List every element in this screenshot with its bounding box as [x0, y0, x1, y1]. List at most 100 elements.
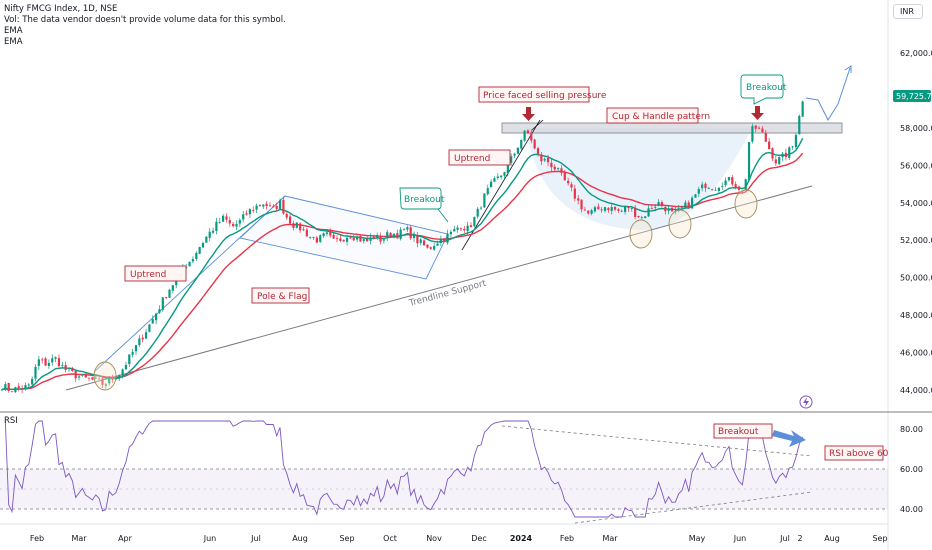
candle — [315, 235, 318, 243]
candle — [309, 236, 312, 240]
candle — [376, 232, 379, 241]
candle — [406, 225, 409, 233]
indicator-ema-1[interactable]: EMA — [4, 26, 23, 36]
candle — [737, 185, 741, 194]
candle — [788, 146, 791, 161]
selling-pressure-arrow — [522, 107, 535, 121]
svg-text:Breakout: Breakout — [404, 195, 445, 205]
candle — [345, 234, 349, 246]
candle — [61, 361, 64, 369]
candle — [697, 186, 700, 198]
candle — [483, 193, 486, 209]
candle — [794, 133, 798, 150]
rsi-axis[interactable]: 80.00 60.00 40.00 — [900, 425, 923, 514]
rsi-annotation-breakout: Breakout — [713, 423, 773, 439]
candle — [781, 151, 784, 162]
candle — [389, 231, 392, 238]
candle — [161, 297, 164, 312]
candle — [573, 184, 576, 202]
candle — [386, 229, 389, 242]
candle — [479, 205, 483, 210]
candle — [148, 323, 151, 333]
candle — [500, 175, 503, 180]
time-tick-label: Feb — [30, 534, 44, 543]
candle — [577, 194, 580, 205]
candle — [319, 234, 322, 244]
candle — [335, 235, 339, 243]
svg-text:Uptrend: Uptrend — [130, 270, 166, 280]
time-tick-label: Dec — [471, 534, 486, 543]
candle — [650, 205, 653, 210]
svg-text:Cup & Handle pattern: Cup & Handle pattern — [612, 112, 710, 122]
candle — [238, 218, 241, 228]
candle — [540, 152, 543, 165]
time-tick-label: Oct — [383, 534, 397, 543]
candle — [449, 229, 452, 238]
time-tick-label: Sep — [339, 534, 354, 543]
candle — [37, 355, 40, 370]
candle — [597, 203, 600, 210]
candle — [108, 375, 111, 386]
candle — [684, 200, 687, 209]
candle — [758, 125, 761, 130]
support-circle-4 — [734, 189, 758, 219]
candle — [513, 152, 516, 159]
candle — [557, 167, 560, 171]
last-price-badge: 59,725.75 — [893, 90, 932, 102]
candle — [801, 100, 804, 117]
support-circle-2 — [629, 219, 653, 249]
candle — [691, 195, 694, 209]
candle — [774, 155, 777, 166]
price-tick-label: 44,000.00 — [900, 386, 932, 395]
candle — [94, 374, 97, 380]
candle — [31, 376, 34, 388]
indicator-ema-2[interactable]: EMA — [4, 37, 23, 47]
candle — [459, 227, 463, 232]
svg-text:Pole & Flag: Pole & Flag — [257, 292, 307, 302]
candle — [741, 190, 744, 195]
svg-text:Uptrend: Uptrend — [454, 154, 490, 164]
candle — [134, 344, 138, 356]
time-tick-label: Jul — [250, 534, 261, 543]
rsi-tick-label: 40.00 — [900, 505, 923, 514]
time-tick-label: Mar — [602, 534, 618, 543]
candle — [392, 233, 396, 239]
candle — [101, 376, 104, 388]
candle — [771, 147, 774, 161]
candle — [630, 207, 633, 212]
candle — [369, 233, 372, 245]
candle — [329, 228, 332, 238]
candle — [583, 206, 586, 211]
time-tick-label: Jun — [203, 534, 217, 543]
candle — [429, 246, 432, 250]
candle — [242, 210, 245, 223]
candle — [278, 198, 282, 211]
candle — [235, 220, 238, 231]
candle — [299, 222, 302, 233]
price-tick-label: 50,000.00 — [900, 274, 932, 283]
rsi-line — [4, 420, 804, 518]
resistance-zone — [501, 122, 843, 134]
candle — [593, 205, 597, 214]
rsi-blue-arrow — [772, 430, 806, 447]
candle — [637, 215, 640, 219]
candle — [724, 177, 727, 188]
candle — [439, 235, 442, 247]
candle — [567, 177, 570, 186]
candle — [352, 234, 355, 242]
candle — [325, 229, 329, 237]
candle — [111, 374, 114, 383]
candle — [563, 169, 566, 181]
candle — [466, 221, 469, 236]
candle — [88, 377, 91, 382]
candle — [372, 234, 375, 240]
time-axis[interactable]: Feb Mar Apr Jun Jul Aug Sep Oct Nov Dec 2024 Feb Mar… — [30, 534, 888, 543]
currency-button[interactable]: INR — [893, 4, 923, 19]
candle — [550, 158, 553, 171]
time-tick-label: Sep — [872, 534, 887, 543]
price-axis[interactable]: 62,000.00 58,000.00 56,000.00 54,000.00 52,0… — [900, 49, 932, 395]
candle — [74, 369, 77, 382]
candle — [228, 216, 231, 227]
annotation-breakout-1: Breakout — [399, 187, 449, 223]
